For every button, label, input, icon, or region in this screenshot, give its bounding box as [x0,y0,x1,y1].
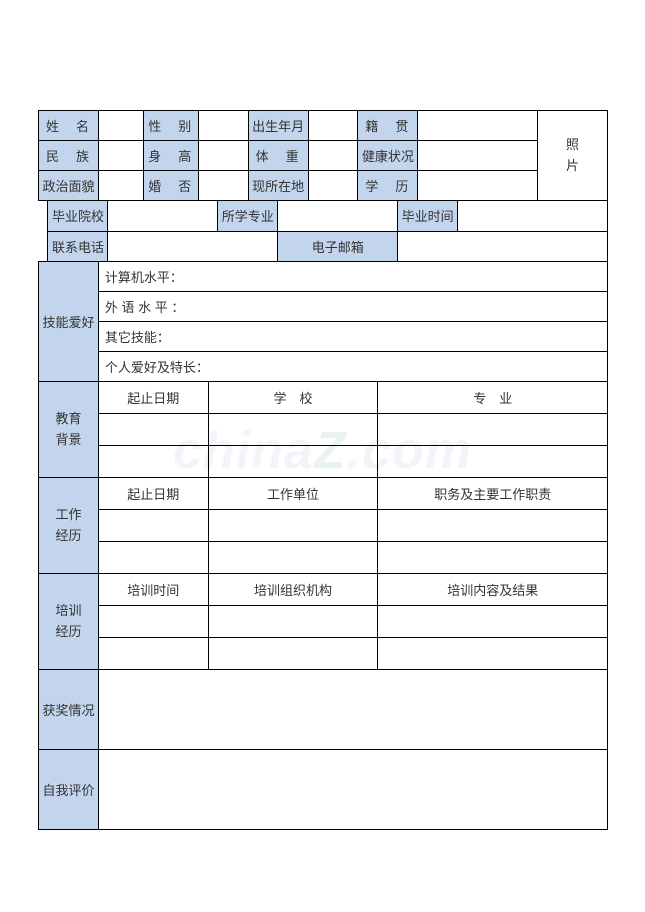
cell-health [418,141,538,171]
train-row2-org [208,638,378,670]
resume-table: 姓 名 性 别 出生年月 籍 贯 照片 民 族 身 高 体 重 健康状况 政治面… [38,110,608,201]
cell-location [308,171,358,201]
cell-award [98,670,607,750]
label-self: 自我评价 [39,750,99,830]
train-row1-result [378,606,608,638]
label-political: 政治面貌 [39,171,99,201]
label-work: 工作经历 [39,478,99,574]
train-col-date: 培训时间 [98,574,208,606]
cell-language: 外 语 水 平 ： [98,292,607,322]
cell-hobby: 个人爱好及特长： [98,352,607,382]
cell-education [418,171,538,201]
label-school: 毕业院校 [48,201,108,231]
cell-name [98,111,143,141]
label-birth: 出生年月 [248,111,308,141]
cell-height [198,141,248,171]
label-phone: 联系电话 [48,231,108,261]
edu-row1-major [378,414,608,446]
train-row1-date [98,606,208,638]
work-row2-unit [208,542,378,574]
work-col-unit: 工作单位 [208,478,378,510]
label-email: 电子邮箱 [278,231,398,261]
edu-row1-date [98,414,208,446]
sections-table: 技能爱好 计算机水平： 外 语 水 平 ： 其它技能： 个人爱好及特长： 教育背… [38,262,608,831]
label-name: 姓 名 [39,111,99,141]
work-col-date: 起止日期 [98,478,208,510]
label-origin: 籍 贯 [358,111,418,141]
train-col-result: 培训内容及结果 [378,574,608,606]
label-gender: 性 别 [143,111,198,141]
cell-ethnicity [98,141,143,171]
edu-col-major: 专 业 [378,382,608,414]
label-location: 现所在地 [248,171,308,201]
cell-other-skill: 其它技能： [98,322,607,352]
label-major: 所学专业 [218,201,278,231]
label-education: 学 历 [358,171,418,201]
cell-gradtime [458,201,608,231]
work-row2-date [98,542,208,574]
cell-email [398,231,608,261]
edu-col-school: 学 校 [208,382,378,414]
edu-col-date: 起止日期 [98,382,208,414]
label-weight: 体 重 [248,141,308,171]
work-row1-unit [208,510,378,542]
label-gradtime: 毕业时间 [398,201,458,231]
train-row1-org [208,606,378,638]
edu-row1-school [208,414,378,446]
label-edu: 教育背景 [39,382,99,478]
edu-row2-major [378,446,608,478]
label-height: 身 高 [143,141,198,171]
label-train: 培训经历 [39,574,99,670]
train-col-org: 培训组织机构 [208,574,378,606]
train-row2-result [378,638,608,670]
edu-row2-date [98,446,208,478]
cell-self [98,750,607,830]
label-skills: 技能爱好 [39,262,99,382]
cell-origin [418,111,538,141]
cell-phone [108,231,278,261]
edu-school-row: 毕业院校 所学专业 毕业时间 联系电话 电子邮箱 [38,201,608,262]
cell-major [278,201,398,231]
label-health: 健康状况 [358,141,418,171]
cell-computer: 计算机水平： [98,262,607,292]
label-marital: 婚 否 [143,171,198,201]
cell-gender [198,111,248,141]
cell-marital [198,171,248,201]
train-row2-date [98,638,208,670]
work-row1-date [98,510,208,542]
work-col-duty: 职务及主要工作职责 [378,478,608,510]
cell-school [108,201,218,231]
cell-weight [308,141,358,171]
label-award: 获奖情况 [39,670,99,750]
resume-form: 姓 名 性 别 出生年月 籍 贯 照片 民 族 身 高 体 重 健康状况 政治面… [38,110,608,830]
cell-photo: 照片 [538,111,608,201]
work-row2-duty [378,542,608,574]
label-ethnicity: 民 族 [39,141,99,171]
work-row1-duty [378,510,608,542]
cell-political [98,171,143,201]
cell-birth [308,111,358,141]
edu-row2-school [208,446,378,478]
